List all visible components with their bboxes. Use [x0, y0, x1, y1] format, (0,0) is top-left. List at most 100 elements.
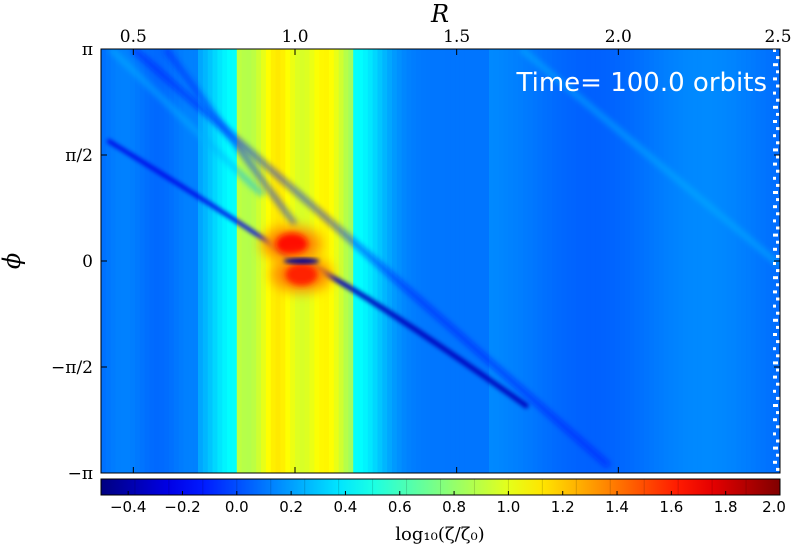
ring-column — [629, 49, 636, 473]
ring-column — [489, 49, 495, 473]
colorbar-tick-label: 1.2 — [551, 498, 575, 516]
edge-noise — [773, 233, 778, 237]
ring-column — [750, 49, 757, 473]
ring-column — [261, 49, 267, 473]
ring-column — [537, 49, 543, 473]
ring-column — [527, 49, 534, 473]
ring-column — [256, 49, 262, 473]
ring-column — [178, 49, 185, 473]
ring-column — [401, 49, 408, 473]
ring-column — [658, 49, 665, 473]
edge-noise — [773, 304, 776, 308]
ring-column — [595, 49, 602, 473]
y-axis-title: ϕ — [0, 253, 26, 269]
y-tick-label: 0 — [82, 252, 93, 272]
ring-column — [518, 49, 524, 473]
ring-column — [120, 49, 126, 473]
ring-column — [673, 49, 679, 473]
colorbar-tick-label: 0.4 — [334, 498, 358, 516]
ring-column — [164, 49, 170, 473]
edge-noise — [773, 432, 776, 436]
y-tick-label: π/2 — [65, 146, 93, 166]
ring-column — [168, 49, 175, 473]
edge-noise — [773, 105, 778, 109]
ring-column — [125, 49, 131, 473]
ring-column — [406, 49, 412, 473]
edge-noise — [773, 347, 776, 351]
ring-column — [425, 49, 432, 473]
ring-column — [154, 49, 160, 473]
y-tick-label: −π/2 — [51, 358, 93, 378]
edge-noise — [773, 63, 778, 67]
ring-column — [227, 49, 233, 473]
x-tick-label: 2.5 — [764, 27, 791, 47]
colorbar-tick-label: 0.0 — [225, 498, 249, 516]
edge-noise — [773, 375, 777, 379]
ring-column — [222, 49, 228, 473]
ring-column — [440, 49, 446, 473]
ring-column — [193, 49, 199, 473]
ring-column — [663, 49, 670, 473]
ring-column — [333, 49, 340, 473]
outer-spiral-wake — [300, 258, 530, 409]
edge-noise — [776, 226, 780, 230]
edge-noise — [776, 127, 780, 131]
edge-noise — [773, 191, 778, 194]
colorbar-segments — [134, 479, 747, 495]
edge-noise — [773, 361, 778, 365]
colorbar-tick-label: 0.2 — [279, 498, 303, 516]
ring-column — [464, 49, 471, 473]
edge-noise — [776, 84, 780, 88]
ring-column — [377, 49, 383, 473]
edge-noise — [776, 198, 779, 202]
edge-noise — [773, 162, 777, 166]
ring-column — [649, 49, 655, 473]
ring-column — [459, 49, 466, 473]
spiral-arm — [131, 49, 611, 468]
ring-column — [387, 49, 393, 473]
edge-noise — [776, 411, 779, 415]
edge-noise — [776, 56, 780, 60]
ring-column — [600, 49, 606, 473]
edge-noise — [776, 70, 779, 74]
ring-column — [755, 49, 762, 473]
planet-gap — [283, 258, 320, 264]
ring-column — [139, 49, 146, 473]
x-axis-title: R — [430, 0, 449, 28]
edge-noise — [773, 247, 777, 251]
ring-column — [498, 49, 505, 473]
ring-column — [270, 49, 277, 473]
ring-column — [445, 49, 451, 473]
ring-column — [697, 49, 703, 473]
edge-noise — [776, 311, 780, 315]
edge-noise — [776, 368, 779, 372]
edge-noise — [773, 262, 776, 265]
ring-column — [105, 49, 112, 473]
hotspot-core — [285, 263, 318, 286]
colorbar-tick-label: 1.4 — [605, 498, 629, 516]
ring-column — [246, 49, 252, 473]
ring-column — [231, 49, 238, 473]
x-axis-ticks: 0.5 1.0 1.5 2.0 2.5 — [120, 27, 792, 473]
ring-column — [202, 49, 209, 473]
ring-column — [726, 49, 733, 473]
ring-column — [513, 49, 519, 473]
ring-column — [396, 49, 403, 473]
edge-noise — [773, 333, 777, 336]
ring-column — [571, 49, 577, 473]
edge-noise — [773, 418, 777, 422]
ring-column — [338, 49, 345, 473]
ring-column — [251, 49, 257, 473]
edge-noise — [776, 297, 780, 301]
spiral-arm — [163, 49, 298, 227]
ring-column — [324, 49, 330, 473]
y-axis-ticks: π π/2 0 −π/2 −π — [51, 40, 780, 484]
ring-column — [581, 49, 587, 473]
ring-column — [134, 49, 141, 473]
ring-column — [484, 49, 490, 473]
ring-column — [455, 49, 461, 473]
ring-column — [561, 49, 568, 473]
ring-column — [479, 49, 485, 473]
edge-noise — [776, 141, 780, 145]
